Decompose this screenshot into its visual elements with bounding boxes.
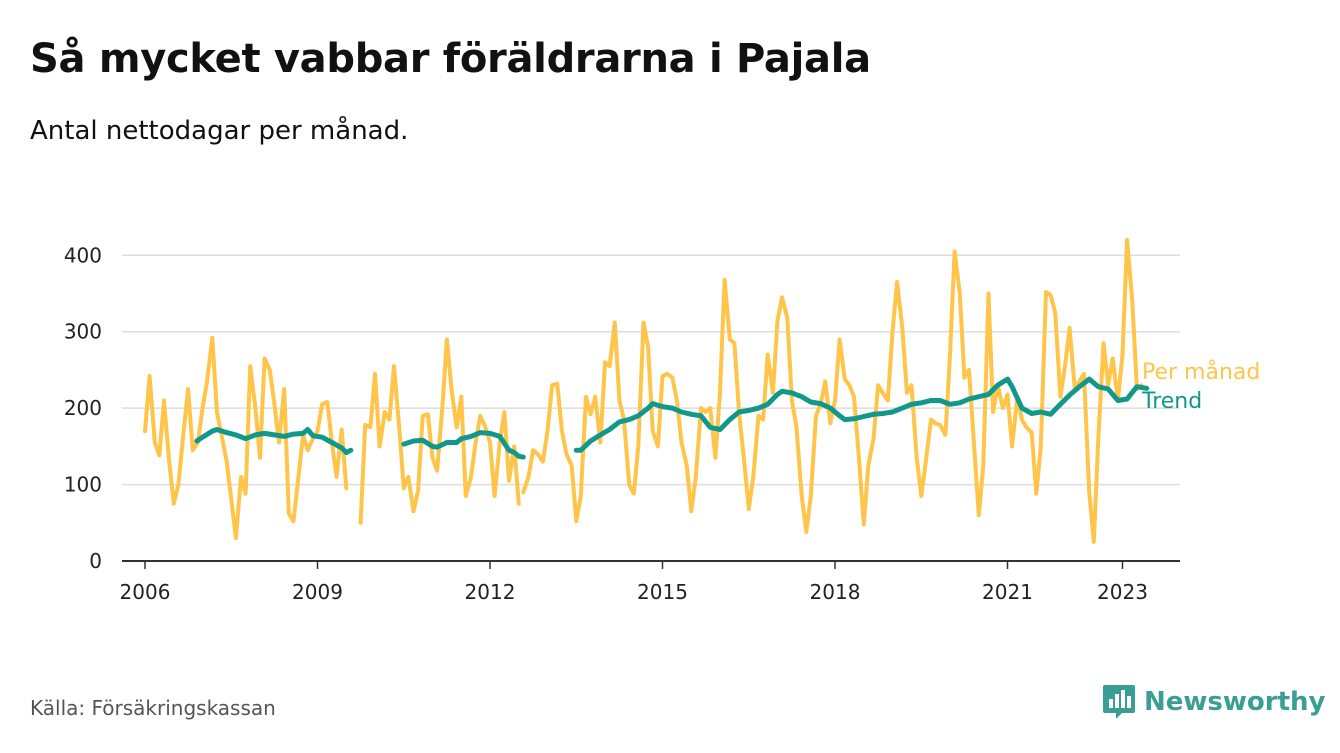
y-tick-label: 400 xyxy=(64,243,102,267)
y-tick-label: 100 xyxy=(64,473,102,497)
series-line-per-m-nad xyxy=(143,335,349,541)
y-tick-label: 0 xyxy=(89,549,102,573)
x-tick-label: 2018 xyxy=(810,580,861,604)
x-tick-label: 2009 xyxy=(292,580,343,604)
source-note: Källa: Försäkringskassan xyxy=(30,696,276,720)
x-tick-label: 2006 xyxy=(120,580,171,604)
series-line-trend xyxy=(194,427,354,455)
series-line-trend xyxy=(573,376,1150,453)
x-tick-label: 2015 xyxy=(637,580,688,604)
chart-title: Så mycket vabbar föräldrarna i Pajala xyxy=(30,36,871,82)
series-line-per-m-nad xyxy=(521,238,1144,544)
x-tick-label: 2023 xyxy=(1097,580,1148,604)
x-tick-label: 2012 xyxy=(465,580,516,604)
bar-chart-icon xyxy=(1103,685,1135,719)
x-tick-label: 2021 xyxy=(982,580,1033,604)
series-line-trend xyxy=(401,430,526,460)
brand-logo[interactable]: Newsworthy xyxy=(1102,683,1325,721)
brand-name: Newsworthy xyxy=(1144,687,1326,717)
y-tick-label: 300 xyxy=(64,320,102,344)
legend-label: Trend xyxy=(1141,389,1202,414)
y-tick-label: 200 xyxy=(64,396,102,420)
chart-subtitle: Antal nettodagar per månad. xyxy=(30,116,409,146)
legend-label: Per månad xyxy=(1142,359,1260,385)
series-line-per-m-nad xyxy=(358,337,521,525)
